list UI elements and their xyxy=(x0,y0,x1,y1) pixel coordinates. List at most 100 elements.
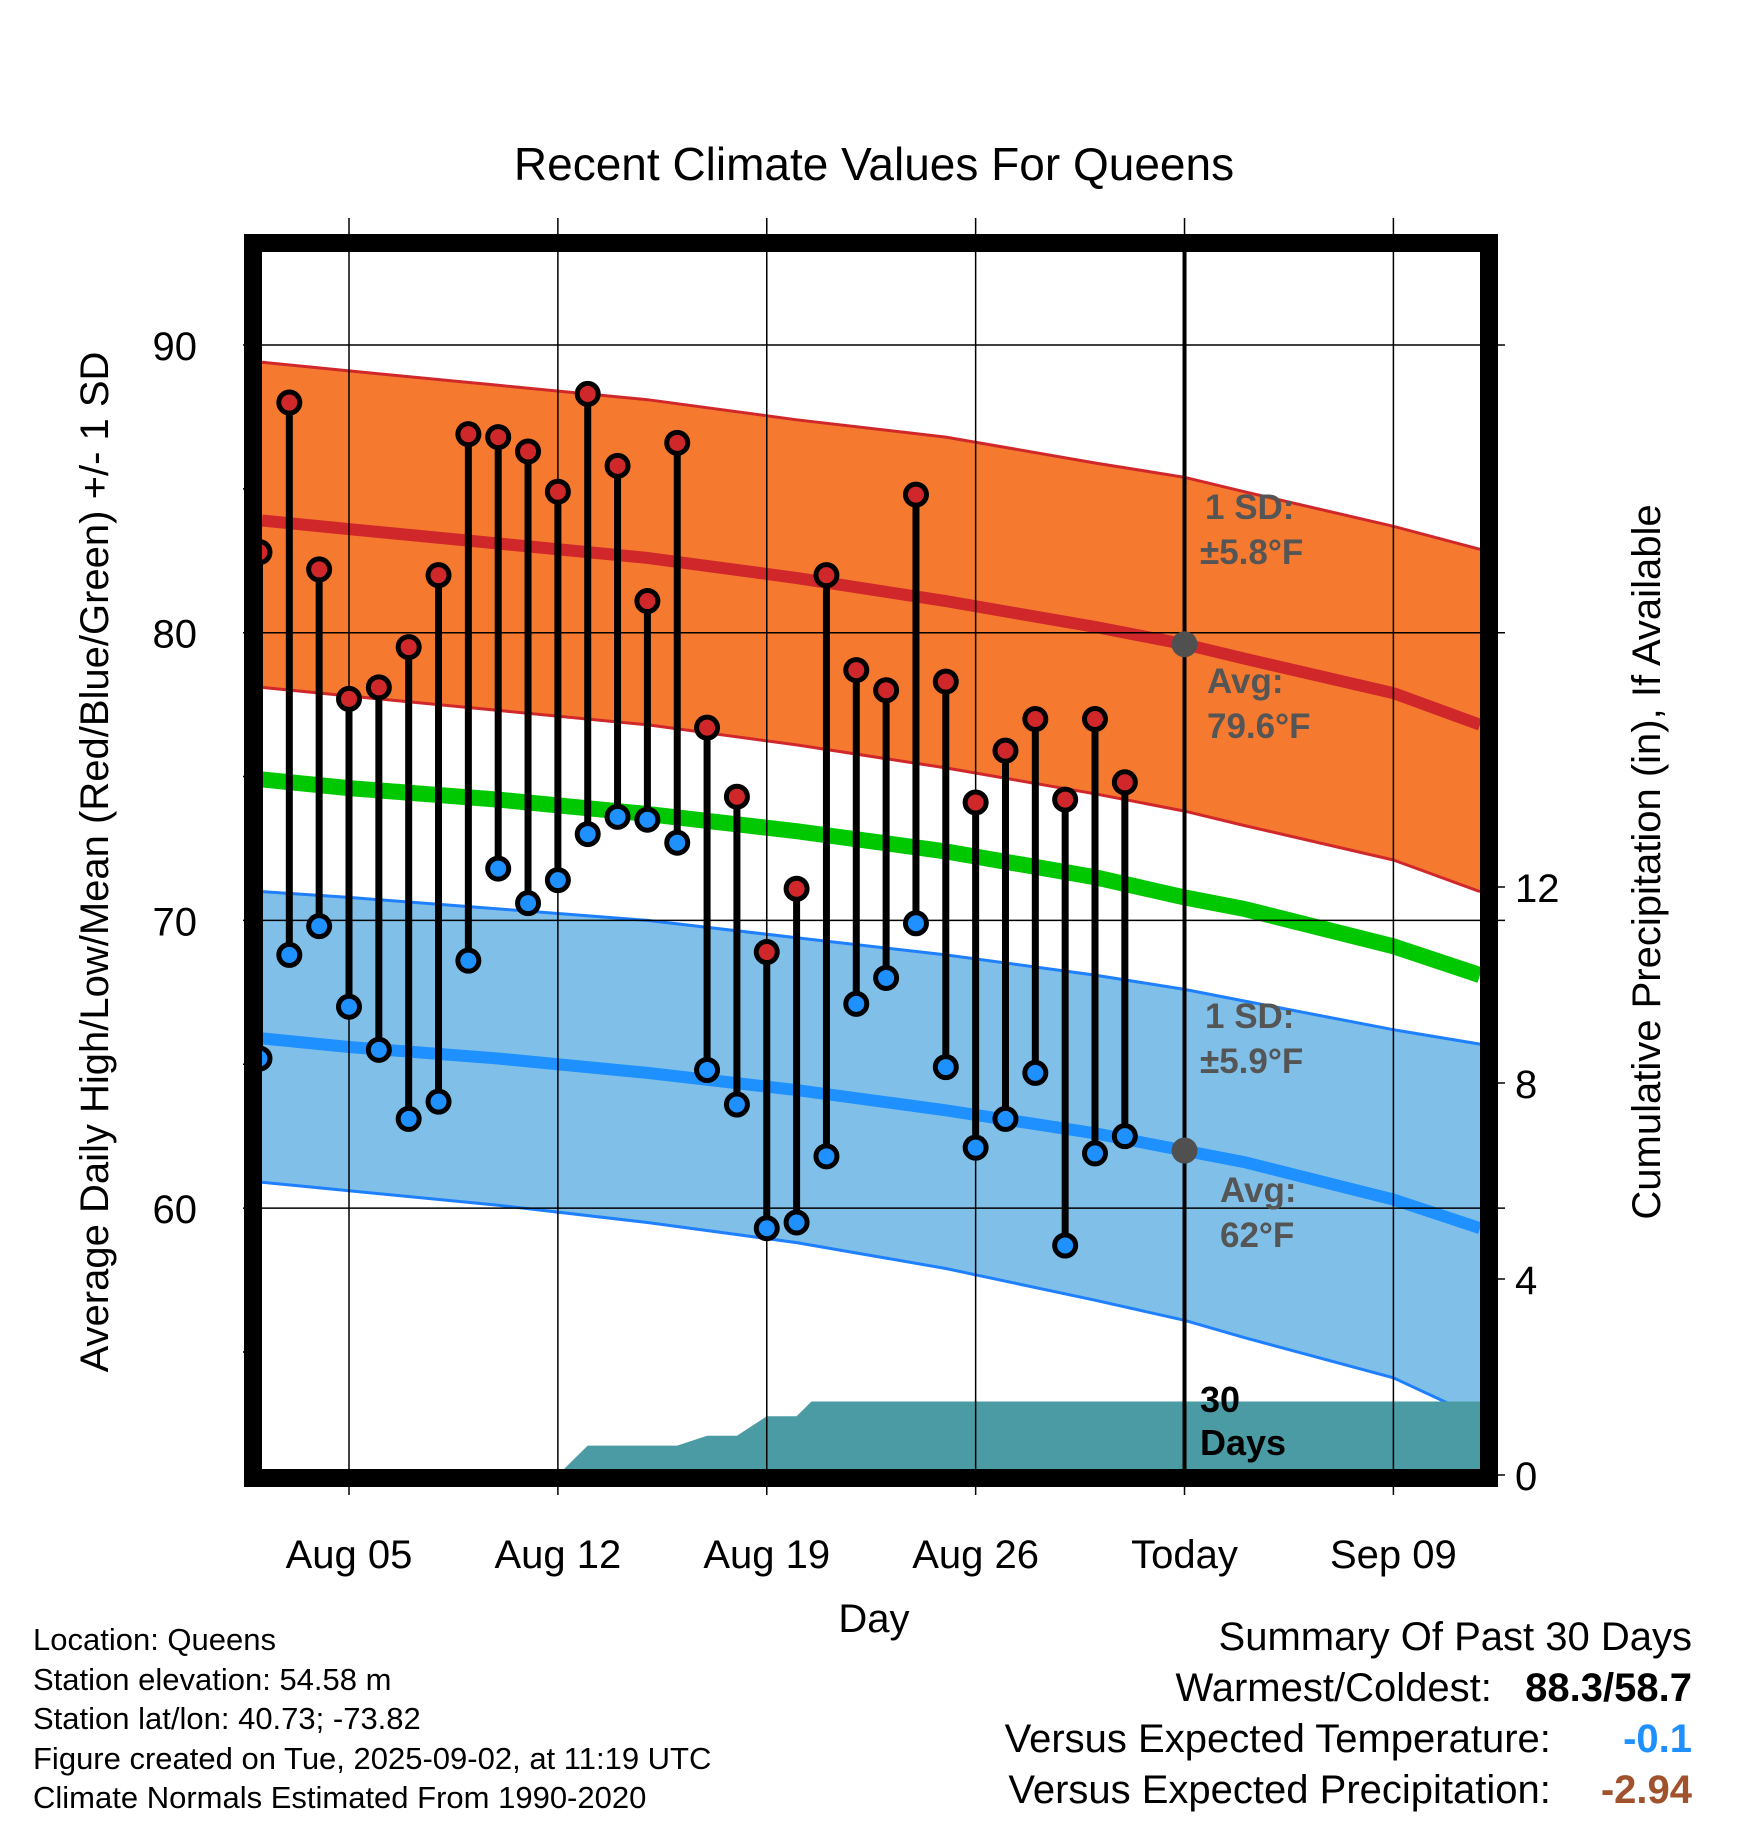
daily-high-point xyxy=(365,674,392,701)
daily-low-point xyxy=(455,947,482,974)
y-right-tick-label: 12 xyxy=(1515,867,1560,911)
daily-high-point xyxy=(992,737,1019,764)
daily-low-point xyxy=(932,1054,959,1081)
created-text: Figure created on Tue, 2025-09-02, at 11… xyxy=(33,1740,712,1776)
daily-high-point xyxy=(873,677,900,704)
daily-low-point xyxy=(723,1091,750,1118)
low-sd-value-annotation: ±5.9°F xyxy=(1200,1042,1303,1081)
plot-frame xyxy=(244,234,1498,1487)
daily-low-point xyxy=(664,829,691,856)
daily-low-point xyxy=(694,1057,721,1084)
y-left-tick-label: 60 xyxy=(153,1188,198,1232)
x-tick-label: Aug 19 xyxy=(703,1533,830,1577)
high-avg-annotation: Avg: xyxy=(1207,662,1283,701)
daily-low-point xyxy=(574,821,601,848)
daily-high-point xyxy=(664,429,691,456)
daily-low-point xyxy=(306,913,333,940)
daily-low-point xyxy=(276,941,303,968)
daily-low-point xyxy=(843,990,870,1017)
daily-low-point xyxy=(425,1088,452,1115)
daily-high-point xyxy=(902,481,929,508)
latlon-text: Station lat/lon: 40.73; -73.82 xyxy=(33,1701,421,1736)
period-annotation-line2: Days xyxy=(1200,1422,1286,1463)
daily-high-point xyxy=(634,588,661,615)
daily-low-point xyxy=(1082,1140,1108,1167)
normal-low-line xyxy=(261,1032,1482,1234)
daily-high-point xyxy=(336,685,362,712)
temp-anomaly-value: -0.1 xyxy=(1623,1717,1692,1761)
daily-high-point xyxy=(425,562,452,589)
x-tick-label: Aug 26 xyxy=(912,1533,1039,1577)
daily-low-point xyxy=(962,1134,989,1161)
chart-title: Recent Climate Values For Queens xyxy=(514,138,1234,190)
high-sd-value-annotation: ±5.8°F xyxy=(1200,533,1303,572)
precip-anomaly-value: -2.94 xyxy=(1600,1768,1692,1812)
daily-high-point xyxy=(932,668,959,695)
high-sd-upper-edge xyxy=(261,360,1481,551)
low-avg-value-annotation: 62°F xyxy=(1220,1216,1294,1255)
daily-high-point xyxy=(783,875,810,902)
daily-low-point xyxy=(515,890,542,917)
normals-text: Climate Normals Estimated From 1990-2020 xyxy=(33,1780,647,1815)
daily-low-point xyxy=(1111,1123,1138,1150)
precip-anomaly-row: Versus Expected Precipitation: -2.94 xyxy=(1005,1765,1692,1816)
warmest-coldest-row: Warmest/Coldest: 88.3/58.7 xyxy=(1005,1663,1692,1714)
daily-low-point xyxy=(634,806,661,833)
daily-high-point xyxy=(813,562,840,589)
daily-high-point xyxy=(694,714,721,741)
y-right-tick-label: 0 xyxy=(1515,1455,1537,1499)
x-tick-label: Sep 09 xyxy=(1330,1533,1457,1577)
period-annotation-line1: 30 xyxy=(1200,1379,1240,1420)
daily-high-point xyxy=(1082,706,1108,733)
daily-low-point xyxy=(1052,1232,1079,1259)
precip-anomaly-label: Versus Expected Precipitation: xyxy=(1008,1768,1551,1812)
daily-low-point xyxy=(365,1036,392,1063)
location-text: Location: Queens xyxy=(33,1622,277,1657)
temp-anomaly-label: Versus Expected Temperature: xyxy=(1004,1717,1551,1761)
daily-high-point xyxy=(1052,786,1079,813)
low-sd-annotation: 1 SD: xyxy=(1205,997,1294,1036)
y-left-tick-label: 70 xyxy=(153,900,198,944)
high-sd-band xyxy=(262,362,1480,892)
summary-panel: Summary Of Past 30 Days Warmest/Coldest:… xyxy=(1005,1612,1692,1816)
daily-high-point xyxy=(1111,769,1138,796)
daily-high-point xyxy=(604,452,631,479)
daily-low-point xyxy=(783,1209,810,1236)
daily-low-point xyxy=(992,1105,1019,1132)
daily-low-point xyxy=(336,993,362,1020)
station-info: Location: Queens Station elevation: 54.5… xyxy=(33,1620,711,1818)
y-right-tick-label: 4 xyxy=(1515,1259,1537,1303)
today-low-normal-marker xyxy=(1171,1137,1198,1164)
low-sd-band xyxy=(262,891,1480,1419)
today-high-normal-marker xyxy=(1171,631,1198,658)
daily-high-point xyxy=(485,424,512,451)
daily-high-point xyxy=(753,939,780,966)
daily-high-point xyxy=(515,438,542,465)
temp-anomaly-row: Versus Expected Temperature: -0.1 xyxy=(1005,1714,1692,1765)
normal-high-line xyxy=(261,514,1483,731)
y-left-tick-label: 80 xyxy=(153,613,198,657)
daily-low-point xyxy=(1022,1059,1049,1086)
daily-high-point xyxy=(306,556,333,583)
elevation-text: Station elevation: 54.58 m xyxy=(33,1661,392,1697)
high-sd-annotation: 1 SD: xyxy=(1205,488,1294,527)
summary-title: Summary Of Past 30 Days xyxy=(1218,1615,1692,1659)
y-right-tick-label: 8 xyxy=(1515,1063,1537,1107)
daily-high-point xyxy=(455,421,482,448)
daily-high-point xyxy=(843,657,870,684)
daily-high-point xyxy=(962,789,989,816)
daily-low-point xyxy=(395,1105,422,1132)
x-tick-label: Aug 05 xyxy=(286,1533,413,1577)
y-left-tick-label: 90 xyxy=(153,325,198,369)
high-avg-value-annotation: 79.6°F xyxy=(1207,707,1311,746)
daily-low-point xyxy=(902,910,929,937)
daily-low-point xyxy=(544,867,571,894)
warmest-coldest-value: 88.3/58.7 xyxy=(1525,1666,1692,1710)
warmest-coldest-label: Warmest/Coldest: xyxy=(1175,1666,1492,1710)
daily-high-point xyxy=(544,478,571,505)
y-axis-right-label: Cumulative Precipitation (in), If Availa… xyxy=(1625,504,1669,1219)
daily-high-point xyxy=(574,380,601,407)
low-sd-lower-edge xyxy=(261,1180,1481,1420)
low-avg-annotation: Avg: xyxy=(1220,1171,1296,1210)
daily-high-point xyxy=(395,634,422,661)
